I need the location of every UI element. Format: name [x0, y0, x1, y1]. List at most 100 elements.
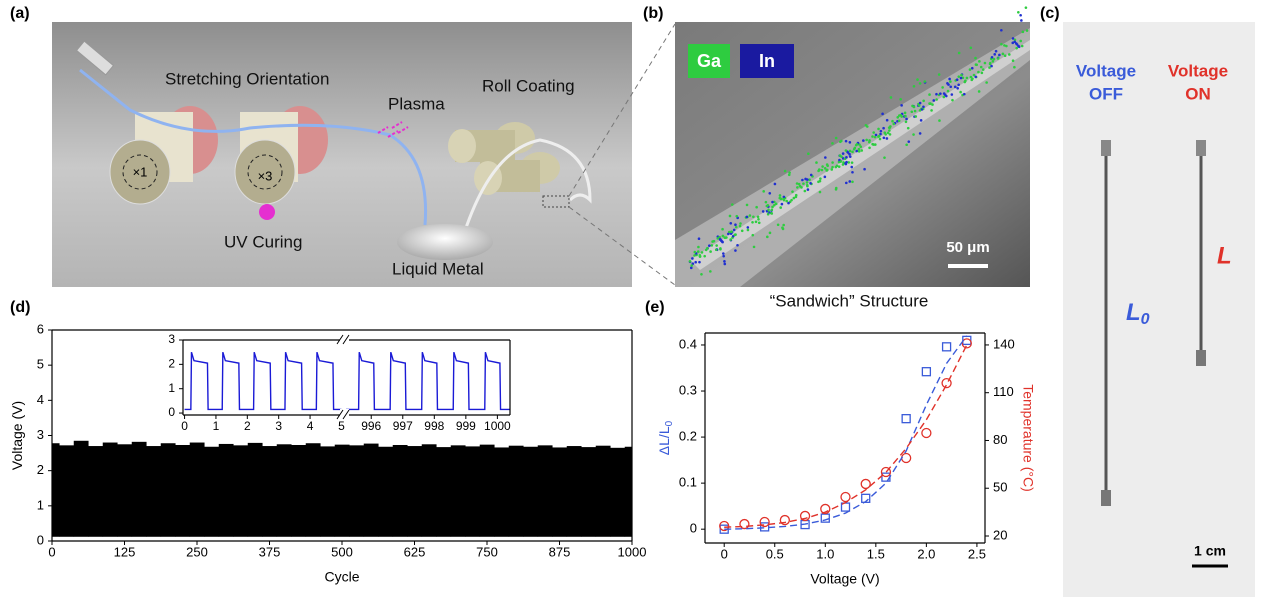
eds-dot	[716, 237, 720, 240]
eds-dot	[837, 165, 841, 168]
state-label: ON	[1185, 84, 1211, 103]
eds-dot	[722, 252, 725, 255]
eds-dot	[745, 215, 749, 219]
eds-dot	[728, 214, 732, 218]
eds-dot	[817, 180, 820, 184]
panel-label: (b)	[643, 5, 663, 22]
y2-tick-label: 50	[993, 480, 1007, 495]
voltage-band	[523, 446, 539, 537]
voltage-band	[160, 443, 176, 537]
eds-dot	[783, 169, 787, 173]
x-tick-label: 4	[307, 419, 314, 433]
eds-dot	[941, 86, 944, 89]
eds-dot	[892, 122, 896, 126]
voltage-band	[421, 444, 437, 537]
eds-dot	[792, 196, 796, 200]
eds-dot	[889, 96, 893, 99]
eds-dot	[1011, 37, 1015, 40]
eds-dot	[722, 254, 725, 258]
eds-dot	[779, 197, 783, 201]
voltage-band	[247, 442, 263, 537]
eds-dot	[834, 165, 838, 169]
eds-dot	[918, 132, 922, 135]
panel-label: (a)	[10, 5, 30, 22]
x-tick-label: 5	[338, 419, 345, 433]
eds-dot	[818, 190, 822, 194]
eds-dot	[842, 161, 845, 164]
eds-dot	[913, 109, 917, 113]
y-axis-label-sub: 0	[664, 420, 675, 426]
y2-tick-label: 80	[993, 432, 1007, 447]
voltage-band	[102, 442, 118, 537]
eds-dot	[938, 119, 941, 122]
voltage-band	[305, 443, 321, 537]
eds-dot	[723, 236, 727, 240]
eds-dot	[977, 70, 980, 74]
state-label: OFF	[1089, 84, 1123, 103]
eds-dot	[791, 190, 794, 193]
legend-in: In	[759, 51, 775, 71]
eds-dot	[980, 71, 984, 75]
eds-dot	[922, 99, 925, 103]
x-tick-label: 2	[244, 419, 251, 433]
eds-dot	[896, 116, 900, 119]
eds-dot	[959, 76, 963, 80]
eds-dot	[788, 171, 791, 174]
eds-dot	[817, 169, 820, 173]
eds-dot	[709, 250, 712, 253]
voltage-band	[595, 445, 611, 537]
eds-dot	[918, 109, 922, 112]
eds-dot	[957, 75, 961, 78]
y2-tick-label: 140	[993, 336, 1015, 351]
eds-dot	[781, 227, 785, 231]
eds-dot	[906, 126, 910, 130]
eds-dot	[764, 200, 768, 204]
eds-dot	[804, 177, 807, 181]
eds-dot	[709, 270, 712, 273]
liquid-metal-drop	[397, 224, 493, 260]
y-tick-label: 2	[168, 357, 175, 371]
eds-dot	[877, 127, 880, 131]
eds-dot	[994, 49, 998, 53]
eds-dot	[882, 126, 885, 130]
x-tick-label: 1000	[618, 544, 647, 559]
eds-dot	[785, 199, 789, 203]
voltage-band	[610, 447, 626, 537]
eds-dot	[723, 260, 726, 263]
eds-dot	[900, 104, 903, 107]
eds-dot	[965, 76, 969, 80]
data-point	[961, 338, 972, 349]
x-axis-label: Voltage (V)	[810, 571, 879, 587]
voltage-band	[363, 443, 379, 537]
eds-dot	[688, 260, 692, 263]
y-tick-label: 4	[37, 392, 44, 407]
eds-dot	[992, 57, 996, 61]
panel-label: (e)	[645, 299, 665, 316]
eds-dot	[808, 178, 811, 182]
eds-dot	[844, 149, 848, 152]
eds-dot	[978, 60, 981, 63]
eds-dot	[834, 136, 838, 140]
eds-dot	[983, 61, 987, 65]
x-tick-label: 500	[331, 544, 353, 559]
eds-dot	[740, 229, 744, 233]
data-point	[921, 427, 932, 439]
eds-dot	[844, 139, 848, 143]
voltage-band	[131, 441, 147, 537]
eds-dot	[903, 111, 907, 115]
panel-a: (a) Stretching Orientation Plasma Roll C…	[10, 5, 676, 287]
eds-dot	[696, 250, 700, 253]
clamp	[1101, 490, 1111, 506]
zoom-box	[542, 195, 570, 208]
eds-dot	[826, 164, 829, 168]
ga-badge	[688, 44, 730, 78]
spool-2	[234, 106, 328, 205]
eds-dot	[751, 233, 755, 237]
eds-dot	[993, 53, 997, 56]
eds-dot	[850, 161, 854, 164]
eds-dot	[756, 215, 760, 219]
eds-dot	[780, 202, 784, 206]
eds-dot	[771, 205, 774, 209]
eds-dot	[796, 186, 799, 189]
eds-dot	[734, 223, 737, 226]
